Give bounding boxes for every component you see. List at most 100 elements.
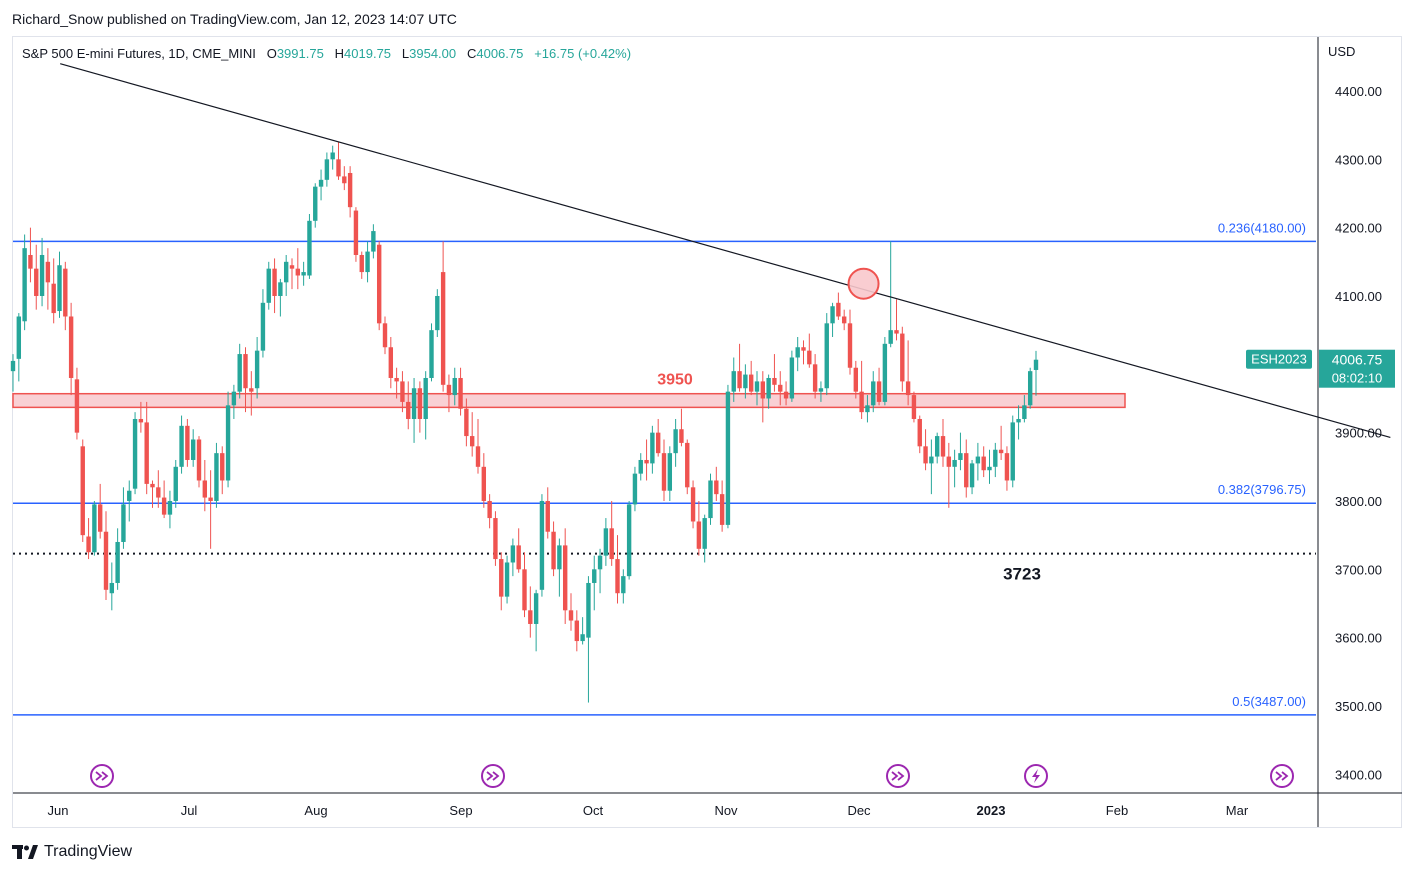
candle-body <box>382 323 388 348</box>
candle-body <box>144 422 149 484</box>
candle-body <box>167 500 173 515</box>
candle-body <box>679 429 684 443</box>
candle-body <box>528 610 533 624</box>
candle-body <box>260 302 266 351</box>
chart-frame <box>12 36 1402 828</box>
candle <box>272 258 277 314</box>
candle <box>876 367 882 406</box>
price-tick-label: 4400.00 <box>1335 84 1382 99</box>
candle-body <box>551 531 556 570</box>
downtrend-line[interactable] <box>60 63 1391 439</box>
candle-body <box>51 283 56 314</box>
legend-change: +16.75 (+0.42%) <box>534 46 632 61</box>
price-tick-label: 4300.00 <box>1335 152 1382 167</box>
candle <box>376 241 382 331</box>
candle <box>690 480 696 529</box>
candle-body <box>661 453 667 491</box>
candle <box>161 480 167 519</box>
candle <box>295 248 301 290</box>
candle <box>888 241 893 348</box>
symbol-tag-label: ESH2023 <box>1251 352 1307 367</box>
candle <box>318 169 324 201</box>
candle-body <box>266 268 271 303</box>
candle-body <box>313 186 318 221</box>
candle-body <box>801 347 806 351</box>
candle-body <box>917 418 922 447</box>
candle <box>679 408 684 447</box>
candle <box>812 354 818 399</box>
candle <box>92 500 97 556</box>
candle <box>260 289 266 358</box>
candle-body <box>760 381 766 399</box>
candle <box>307 213 312 279</box>
candle <box>220 446 225 495</box>
dividend-event-icon[interactable] <box>90 764 114 788</box>
candle <box>487 494 492 529</box>
last-price-value: 4006.75 <box>1332 352 1383 368</box>
candle-body <box>499 559 504 597</box>
candle <box>917 415 922 454</box>
support-zone-layer <box>12 392 1126 409</box>
candle-body <box>469 436 475 447</box>
candle-body <box>778 384 783 392</box>
candle <box>22 234 27 331</box>
candle-body <box>307 220 312 276</box>
candle-body <box>876 381 882 402</box>
candle <box>417 381 423 433</box>
candle <box>568 593 574 631</box>
symbol-legend: S&P 500 E-mini Futures, 1D, CME_MINI O39… <box>22 46 631 61</box>
candle <box>185 418 190 467</box>
candle <box>516 528 521 573</box>
candle <box>510 538 516 577</box>
candle <box>562 528 568 624</box>
brand-footer[interactable]: TradingView <box>12 841 132 863</box>
earnings-event-icon[interactable] <box>1024 764 1048 788</box>
candle-body <box>231 391 237 406</box>
candle-body <box>1027 371 1033 406</box>
candle <box>1033 350 1039 396</box>
candle <box>778 371 783 406</box>
dividend-event-icon[interactable] <box>886 764 910 788</box>
candle-body <box>109 582 115 594</box>
candle-body <box>812 364 818 392</box>
candle <box>661 439 667 501</box>
candle <box>289 258 295 290</box>
candle <box>783 381 789 406</box>
candle-body <box>934 436 940 457</box>
candle <box>446 374 452 413</box>
candle <box>144 401 149 495</box>
candle-body <box>673 429 678 454</box>
candle-body <box>830 306 835 324</box>
candle-body <box>179 425 184 467</box>
candle-body <box>400 381 405 402</box>
candle-body <box>719 494 725 525</box>
candle-body <box>818 388 824 392</box>
candle-body <box>522 569 527 611</box>
candle <box>841 309 847 331</box>
candle <box>179 415 184 474</box>
time-axis[interactable]: Jun Jul Aug Sep Oct Nov Dec 2023 Feb Mar <box>13 792 1402 818</box>
symbol-tag <box>1246 349 1312 369</box>
candle-body <box>923 446 928 464</box>
candle-body <box>1016 418 1021 423</box>
candle-body <box>557 545 562 570</box>
candle-body <box>464 408 469 437</box>
marker-circle <box>847 267 880 300</box>
events-layer <box>90 764 1294 788</box>
time-tick-label: Aug <box>304 803 327 818</box>
candle-body <box>743 374 748 389</box>
candle <box>440 241 446 392</box>
dividend-event-icon[interactable] <box>1270 764 1294 788</box>
candle <box>347 166 353 218</box>
dividend-event-icon[interactable] <box>481 764 505 788</box>
candle-body <box>92 504 97 553</box>
candle <box>16 313 22 382</box>
candle <box>940 418 946 467</box>
price-axis[interactable]: USD 3400.00 3500.00 3600.00 3700.00 3800.00 39… <box>1246 37 1395 827</box>
candle-body <box>68 316 74 378</box>
candle-body <box>440 272 446 385</box>
candle-body <box>580 634 585 642</box>
candle <box>626 500 632 580</box>
candle <box>650 425 655 474</box>
